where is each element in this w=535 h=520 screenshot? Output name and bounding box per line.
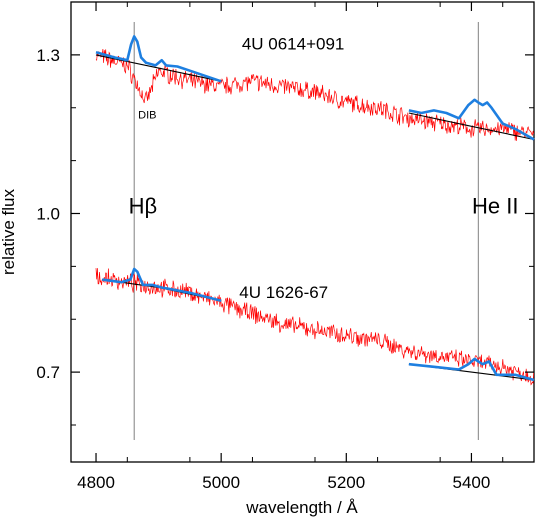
model-line-3	[102, 267, 222, 302]
y-tick-label-1: 1.0	[36, 204, 60, 223]
annotation-3: 4U 1626-67	[239, 283, 328, 302]
x-tick-label-5400: 5400	[453, 473, 491, 492]
axis-ticks	[71, 2, 534, 462]
observed-spectrum-2	[95, 268, 535, 386]
annotations: 4U 0614+091 DIB 4U 1626-67 Hβ He II	[129, 35, 519, 303]
annotation-2: DIB	[138, 109, 156, 121]
x-tick-label-4800: 4800	[77, 473, 115, 492]
annotation-4: Hβ	[129, 193, 158, 218]
x-tick-label-5000: 5000	[202, 473, 240, 492]
continuum-line-2	[408, 112, 535, 141]
model-lines	[95, 35, 535, 382]
model-line-4	[408, 357, 535, 382]
x-axis-title: wavelength / Å	[245, 498, 358, 517]
tick-labels: 4800 5000 5200 5400 0.7 1.0 1.3	[36, 46, 490, 492]
plot-frame	[70, 1, 535, 463]
model-line-1	[95, 35, 222, 83]
y-tick-label-0.7: 0.7	[36, 363, 60, 382]
y-axis-title: relative flux	[0, 189, 18, 275]
reference-lines	[133, 22, 479, 440]
observed-spectrum-1	[95, 48, 535, 141]
observed-spectra	[95, 48, 535, 386]
x-tick-label-5200: 5200	[327, 473, 365, 492]
model-line-2	[408, 98, 535, 141]
annotation-5: He II	[472, 193, 518, 218]
annotation-1: 4U 0614+091	[242, 35, 345, 54]
y-tick-label-1.3: 1.3	[36, 46, 60, 65]
continuum-line-1	[95, 54, 222, 82]
